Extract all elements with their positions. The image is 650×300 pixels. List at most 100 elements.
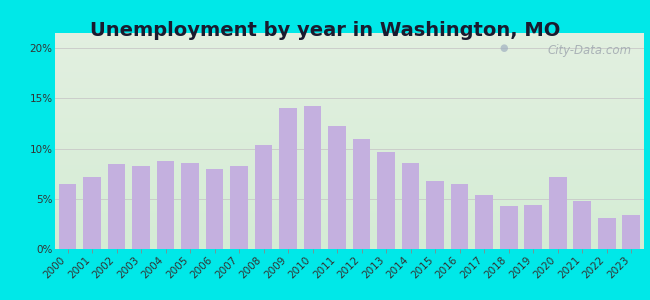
Bar bbox=[55, 37, 644, 38]
Bar bbox=[55, 129, 644, 130]
Bar bbox=[55, 202, 644, 203]
Bar bbox=[55, 42, 644, 43]
Bar bbox=[55, 52, 644, 53]
Bar bbox=[55, 101, 644, 102]
Bar bbox=[55, 207, 644, 208]
Bar bbox=[55, 175, 644, 176]
Bar bbox=[55, 64, 644, 65]
Bar bbox=[55, 122, 644, 123]
Bar bbox=[55, 176, 644, 177]
Bar bbox=[55, 240, 644, 242]
Bar bbox=[55, 173, 644, 175]
Bar bbox=[230, 166, 248, 249]
Bar bbox=[55, 209, 644, 210]
Bar bbox=[55, 205, 644, 206]
Bar bbox=[55, 127, 644, 128]
Bar bbox=[55, 181, 644, 182]
Bar bbox=[55, 84, 644, 85]
Bar bbox=[55, 50, 644, 51]
Bar bbox=[55, 114, 644, 115]
Bar bbox=[181, 163, 199, 249]
Bar bbox=[55, 190, 644, 191]
Bar bbox=[55, 100, 644, 101]
Bar bbox=[55, 237, 644, 238]
Bar bbox=[55, 116, 644, 117]
Bar bbox=[55, 87, 644, 88]
Bar bbox=[55, 158, 644, 159]
Bar bbox=[55, 242, 644, 244]
Bar bbox=[55, 119, 644, 121]
Bar bbox=[55, 246, 644, 247]
Bar bbox=[280, 108, 297, 249]
Bar bbox=[55, 134, 644, 136]
Bar bbox=[55, 169, 644, 170]
Bar bbox=[623, 215, 640, 249]
Bar bbox=[55, 132, 644, 134]
Bar bbox=[304, 106, 322, 249]
Bar bbox=[55, 148, 644, 150]
Bar bbox=[55, 72, 644, 73]
Bar bbox=[55, 192, 644, 193]
Bar bbox=[55, 90, 644, 91]
Bar bbox=[132, 166, 150, 249]
Bar bbox=[55, 170, 644, 171]
Bar bbox=[55, 156, 644, 157]
Bar bbox=[55, 161, 644, 163]
Bar bbox=[55, 179, 644, 180]
Bar bbox=[55, 144, 644, 145]
Bar bbox=[55, 99, 644, 100]
Bar bbox=[55, 124, 644, 125]
Bar bbox=[55, 83, 644, 84]
Bar bbox=[55, 165, 644, 166]
Bar bbox=[55, 208, 644, 209]
Bar bbox=[55, 146, 644, 148]
Bar bbox=[55, 45, 644, 46]
Bar bbox=[55, 59, 644, 60]
Bar bbox=[55, 215, 644, 217]
Bar bbox=[55, 47, 644, 48]
Bar bbox=[55, 55, 644, 56]
Bar bbox=[55, 75, 644, 76]
Bar bbox=[55, 164, 644, 165]
Bar bbox=[55, 200, 644, 202]
Bar bbox=[55, 221, 644, 222]
Text: ●: ● bbox=[499, 43, 508, 53]
Bar bbox=[55, 56, 644, 57]
Bar bbox=[55, 145, 644, 146]
Bar bbox=[55, 206, 644, 207]
Bar bbox=[55, 150, 644, 151]
Bar bbox=[55, 53, 644, 55]
Bar bbox=[55, 131, 644, 132]
Bar bbox=[55, 89, 644, 90]
Bar bbox=[377, 152, 395, 249]
Bar bbox=[55, 38, 644, 40]
Bar bbox=[475, 195, 493, 249]
Bar bbox=[402, 163, 419, 249]
Bar bbox=[55, 46, 644, 47]
Bar bbox=[55, 204, 644, 205]
Bar bbox=[55, 58, 644, 59]
Bar bbox=[55, 159, 644, 160]
Bar bbox=[55, 213, 644, 214]
Bar bbox=[55, 182, 644, 183]
Bar bbox=[55, 33, 644, 34]
Bar bbox=[55, 151, 644, 152]
Bar bbox=[500, 206, 517, 249]
Bar bbox=[55, 219, 644, 220]
Bar bbox=[55, 106, 644, 107]
Bar bbox=[55, 168, 644, 169]
Bar bbox=[549, 177, 567, 249]
Bar bbox=[55, 210, 644, 211]
Bar bbox=[55, 154, 644, 155]
Bar bbox=[55, 96, 644, 97]
Bar bbox=[55, 235, 644, 236]
Bar bbox=[55, 230, 644, 231]
Bar bbox=[55, 197, 644, 198]
Bar bbox=[55, 247, 644, 248]
Bar bbox=[55, 69, 644, 70]
Bar bbox=[55, 171, 644, 172]
Bar bbox=[55, 177, 644, 178]
Bar bbox=[55, 60, 644, 61]
Bar bbox=[598, 218, 616, 249]
Bar bbox=[55, 35, 644, 36]
